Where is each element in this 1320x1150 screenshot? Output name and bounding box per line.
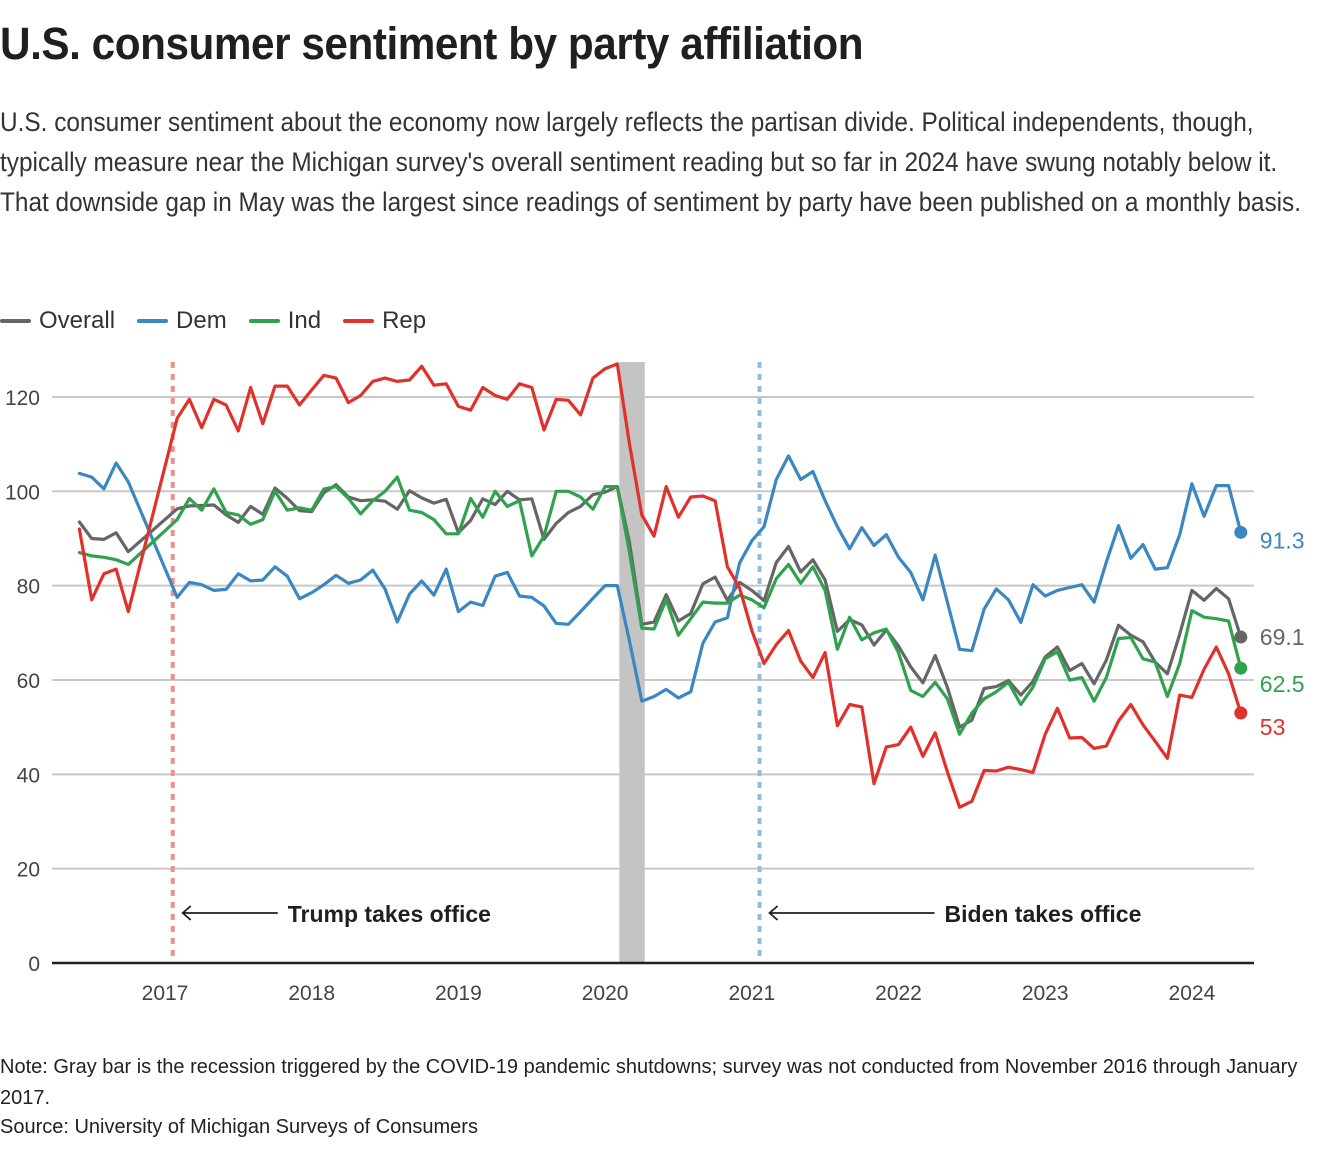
series-line-ind xyxy=(77,475,1243,736)
chart-note: Note: Gray bar is the recession triggere… xyxy=(0,1056,1298,1109)
series-line-overall xyxy=(77,483,1243,729)
end-label-dem: 91.3 xyxy=(1260,527,1305,553)
series-lines xyxy=(77,362,1243,809)
arrow-head-icon xyxy=(768,905,779,921)
end-marker-dem xyxy=(1234,525,1248,539)
legend-label-dem: Dem xyxy=(176,307,227,334)
end-marker-rep xyxy=(1234,706,1248,720)
end-marker-overall xyxy=(1234,630,1248,644)
legend-label-overall: Overall xyxy=(39,307,116,334)
end-label-rep: 53 xyxy=(1260,714,1286,740)
annotation-label-1: Biden takes office xyxy=(945,901,1142,927)
end-label-overall: 69.1 xyxy=(1260,624,1305,650)
legend: Overall Dem Ind Rep xyxy=(0,305,448,337)
legend-swatch-dem xyxy=(137,319,169,323)
legend-swatch-rep xyxy=(343,319,375,323)
gridlines xyxy=(52,395,1254,870)
y-tick-label-100: 100 xyxy=(5,481,40,504)
x-tick-label-2019: 2019 xyxy=(435,982,482,1005)
legend-item-rep: Rep xyxy=(343,307,426,335)
x-tick-label-2021: 2021 xyxy=(728,982,775,1005)
annotations: Trump takes office Biden takes office xyxy=(181,901,1142,927)
y-axis: 0 20 40 60 80 100 120 xyxy=(5,387,40,976)
x-tick-label-2017: 2017 xyxy=(142,982,189,1005)
y-tick-label-60: 60 xyxy=(17,670,40,693)
x-tick-label-2018: 2018 xyxy=(288,982,335,1005)
y-tick-label-0: 0 xyxy=(28,953,40,976)
chart-source: Source: University of Michigan Surveys o… xyxy=(0,1116,478,1138)
line-chart: 0 20 40 60 80 100 120 2017 2018 2019 2020 2021 2022… xyxy=(5,362,1305,1005)
end-marker-ind xyxy=(1234,661,1248,675)
chart-subtitle: U.S. consumer sentiment about the econom… xyxy=(0,107,1302,217)
arrow-head-icon xyxy=(181,905,192,921)
y-tick-label-120: 120 xyxy=(5,387,40,410)
legend-swatch-ind xyxy=(248,319,280,323)
series-line-rep xyxy=(77,362,1243,809)
legend-item-ind: Ind xyxy=(248,307,322,335)
legend-item-overall: Overall xyxy=(0,307,115,335)
y-tick-label-80: 80 xyxy=(17,576,40,599)
x-tick-label-2023: 2023 xyxy=(1022,982,1069,1005)
x-tick-label-2024: 2024 xyxy=(1169,982,1216,1005)
series-line-dem xyxy=(77,454,1243,703)
x-tick-label-2020: 2020 xyxy=(582,982,629,1005)
y-tick-label-40: 40 xyxy=(17,764,40,787)
legend-label-rep: Rep xyxy=(382,307,427,334)
end-markers: 69.1 91.3 62.5 53 xyxy=(1234,525,1305,740)
x-axis: 2017 2018 2019 2020 2021 2022 2023 2024 xyxy=(52,961,1254,1005)
annotation-label-0: Trump takes office xyxy=(288,901,491,927)
y-tick-label-20: 20 xyxy=(17,859,40,882)
reference-lines xyxy=(170,362,762,963)
legend-label-ind: Ind xyxy=(287,307,322,334)
legend-item-dem: Dem xyxy=(137,307,227,335)
end-label-ind: 62.5 xyxy=(1260,671,1305,697)
x-tick-label-2022: 2022 xyxy=(875,982,922,1005)
legend-swatch-overall xyxy=(0,319,31,323)
chart-title: U.S. consumer sentiment by party affilia… xyxy=(0,18,864,69)
